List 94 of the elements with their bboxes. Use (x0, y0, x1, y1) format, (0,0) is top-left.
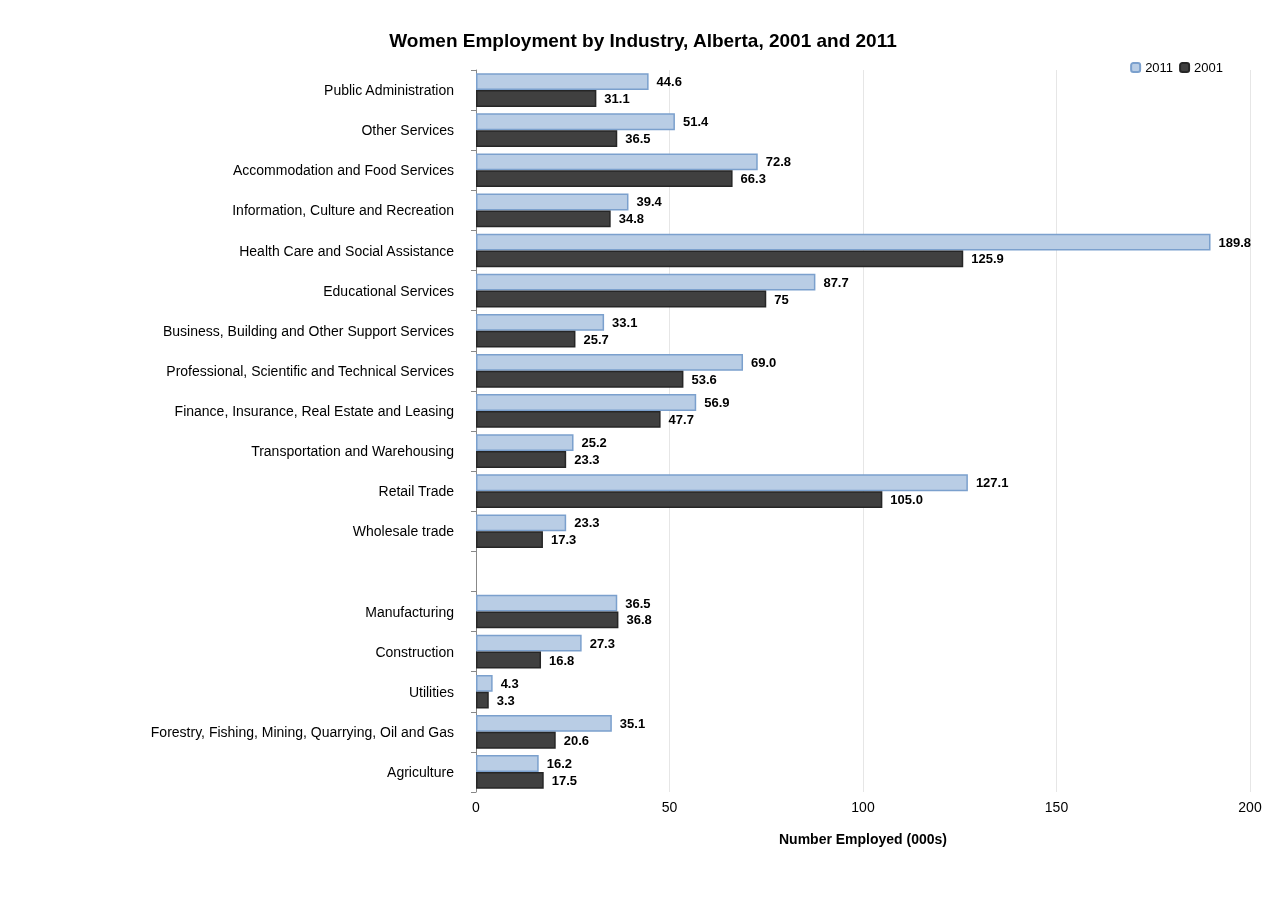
bar (476, 531, 543, 549)
bar (476, 651, 542, 669)
y-tick-label: Transportation and Warehousing (251, 443, 454, 460)
bar (476, 714, 612, 732)
y-tick-label: Business, Building and Other Support Services (162, 322, 454, 339)
y-tick-label: Wholesale trade (352, 523, 455, 540)
bar (476, 273, 816, 291)
data-label: 33.1 (612, 314, 638, 330)
data-label: 23.3 (574, 515, 600, 531)
data-label: 127.1 (975, 475, 1009, 491)
bar (476, 514, 567, 532)
bar (476, 674, 493, 692)
data-label: 75 (774, 291, 789, 307)
bar (476, 90, 597, 107)
data-label: 36.5 (625, 131, 651, 147)
bar (476, 434, 574, 452)
y-tick-label: Educational Services (323, 282, 454, 299)
data-label: 56.9 (704, 395, 730, 411)
x-tick-label: 150 (1044, 799, 1069, 815)
data-label: 16.2 (546, 756, 573, 772)
data-label: 25.2 (581, 435, 607, 451)
y-tick-label: Finance, Insurance, Real Estate and Leasing (174, 402, 454, 419)
data-label: 87.7 (823, 274, 849, 290)
y-tick-label: Manufacturing (365, 603, 454, 620)
y-tick-label: Accommodation and Food Services (233, 162, 454, 179)
bar (476, 370, 684, 388)
x-tick-label: 50 (661, 799, 678, 815)
bar (476, 755, 539, 772)
data-label: 125.9 (971, 251, 1004, 267)
x-tick-label: 200 (1238, 799, 1262, 815)
data-label: 20.6 (563, 732, 590, 748)
bar (476, 73, 649, 91)
data-label: 189.8 (1218, 234, 1252, 250)
data-label: 36.8 (626, 612, 652, 628)
bar (476, 394, 697, 411)
bar (476, 691, 489, 709)
bar (476, 474, 968, 492)
y-tick-label: Public Administration (324, 82, 454, 99)
data-label: 47.7 (668, 411, 694, 427)
data-label: 44.6 (656, 74, 682, 90)
data-label: 105.0 (890, 492, 923, 508)
data-label: 17.3 (550, 532, 577, 548)
data-label: 4.3 (500, 675, 519, 691)
y-tick-label: Professional, Scientific and Technical Services (166, 362, 454, 379)
data-label: 66.3 (740, 171, 766, 187)
bar (476, 313, 605, 331)
data-label: 53.6 (691, 371, 717, 387)
data-label: 35.1 (619, 715, 646, 731)
bar (476, 193, 629, 211)
bar (476, 353, 744, 371)
bar (476, 170, 733, 188)
bar (476, 250, 964, 268)
bar (476, 634, 582, 652)
bar (476, 611, 619, 629)
data-label: 16.8 (549, 652, 575, 668)
y-tick-label: Retail Trade (378, 483, 455, 500)
legend-label: 2001 (1194, 60, 1223, 75)
bar (476, 290, 767, 308)
bar (476, 410, 661, 428)
x-tick-label: 100 (851, 799, 875, 815)
bar (476, 210, 611, 228)
y-tick-label: Construction (375, 643, 454, 660)
data-label: 34.8 (618, 211, 644, 227)
legend-label: 2011 (1145, 60, 1174, 75)
data-label: 25.7 (583, 331, 609, 347)
bar (476, 451, 567, 468)
bar (476, 233, 1211, 251)
bar (476, 130, 618, 148)
y-tick-label: Forestry, Fishing, Mining, Quarrying, Oil and Gas (150, 723, 454, 740)
bar (476, 113, 675, 131)
data-label: 27.3 (589, 635, 615, 651)
chart-title: Women Employment by Industry, Alberta, 2001 and 2011 (389, 30, 898, 51)
bar (476, 771, 544, 789)
data-label: 36.5 (625, 595, 651, 611)
y-tick-label: Other Services (361, 122, 454, 139)
data-label: 39.4 (636, 194, 663, 210)
bar (476, 153, 758, 171)
data-label: 3.3 (496, 692, 515, 708)
y-tick-label: Information, Culture and Recreation (232, 202, 454, 219)
data-label: 17.5 (551, 772, 578, 788)
data-label: 72.8 (765, 154, 792, 170)
bar (476, 594, 618, 612)
y-tick-label: Utilities (408, 683, 454, 700)
y-tick-label: Agriculture (387, 763, 455, 780)
data-label: 31.1 (604, 90, 630, 106)
bar (476, 330, 576, 348)
y-tick-label: Health Care and Social Assistance (239, 242, 455, 259)
x-tick-label: 0 (472, 799, 481, 815)
data-label: 69.0 (751, 354, 777, 370)
bar (476, 491, 883, 509)
bar (476, 731, 556, 749)
x-axis-title: Number Employed (000s) (778, 831, 948, 847)
data-label: 23.3 (574, 451, 600, 467)
data-label: 51.4 (682, 114, 709, 130)
